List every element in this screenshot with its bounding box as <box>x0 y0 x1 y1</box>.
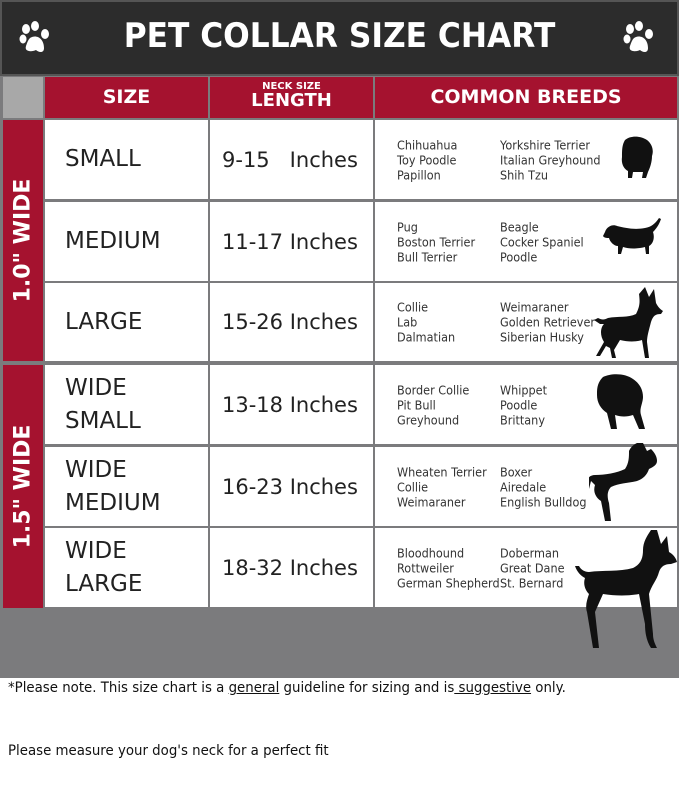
breeds-list-b: Whippet Poodle Brittany <box>500 382 547 427</box>
breed-name: Toy Poodle <box>397 152 457 167</box>
group-label-text: 1.5" WIDE <box>10 424 36 549</box>
group-label-1-5in: 1.5" WIDE <box>3 365 43 608</box>
breeds-list-b: Beagle Cocker Spaniel Poodle <box>500 219 584 264</box>
size-label-line: WIDE <box>65 537 127 564</box>
breed-name: Golden Retriever <box>500 314 596 330</box>
breed-name: Papillon <box>397 167 441 182</box>
breed-name: Boxer <box>500 464 533 479</box>
size-label-line: MEDIUM <box>65 489 161 516</box>
breed-name: Doberman <box>500 545 560 560</box>
breed-name: Brittany <box>500 412 545 427</box>
breed-name: Shih Tzu <box>500 167 549 182</box>
header-neck-size: NECK SIZE <box>262 81 321 92</box>
size-label-line: WIDE <box>65 456 127 483</box>
size-label-line: SMALL <box>65 407 141 434</box>
size-label-line: LARGE <box>65 570 143 597</box>
size-cell: WIDE LARGE <box>45 528 208 607</box>
size-cell: WIDE MEDIUM <box>45 447 208 526</box>
header-breeds: COMMON BREEDS <box>375 77 677 118</box>
paw-icon <box>623 21 653 52</box>
breeds-list-b: Boxer Airedale English Bulldog <box>500 464 586 509</box>
breeds-list-a: Pug Boston Terrier Bull Terrier <box>397 219 475 264</box>
breeds-list-b: Doberman Great Dane St. Bernard <box>500 545 565 590</box>
breed-name: Collie <box>397 479 429 494</box>
header-size: SIZE <box>45 77 208 118</box>
length-cell: 18-32 Inches <box>210 528 373 607</box>
size-cell: LARGE <box>45 283 208 361</box>
header-length: NECK SIZE LENGTH <box>210 77 373 118</box>
breed-name: Poodle <box>500 249 538 264</box>
length-cell: 9-15 Inches <box>210 120 373 199</box>
breed-name: Greyhound <box>397 412 460 427</box>
size-cell: SMALL <box>45 120 208 199</box>
breeds-cell: Chihuahua Toy Poodle Papillon Yorkshire Te… <box>375 120 677 199</box>
breeds-cell: Bloodhound Rottweiler German Shepherd Dobe… <box>375 528 677 648</box>
footnote-line-1: *Please note. This size chart is a gener… <box>8 678 566 699</box>
breeds-list-b: Weimaraner Golden Retriever Siberian Husky <box>500 300 595 345</box>
breed-name: Boston Terrier <box>397 234 476 249</box>
footnote-underlined: general <box>228 680 280 696</box>
size-chart: PET COLLAR SIZE CHART SIZE NECK SIZE LEN… <box>0 0 679 759</box>
breeds-list-b: Yorkshire Terrier Italian Greyhound Shih T… <box>500 137 601 182</box>
breed-name: English Bulldog <box>500 494 587 509</box>
footnote-text: guideline for sizing and is <box>279 680 455 696</box>
breed-name: Collie <box>397 299 429 315</box>
size-label-line: LARGE <box>65 308 143 335</box>
breeds-list-a: Wheaten Terrier Collie Weimaraner <box>397 464 487 509</box>
size-label-line: WIDE <box>65 374 127 401</box>
footnote-underlined: suggestive <box>454 680 532 696</box>
breed-name: St. Bernard <box>500 575 564 590</box>
size-label-line: SMALL <box>65 146 141 172</box>
group-label-1in: 1.0" WIDE <box>3 120 43 361</box>
breed-name: Weimaraner <box>500 299 569 315</box>
breeds-list-a: Collie Lab Dalmatian <box>397 300 455 345</box>
size-label-line: MEDIUM <box>65 228 161 254</box>
breed-name: Chihuahua <box>397 137 458 152</box>
breed-name: Great Dane <box>500 560 565 575</box>
breed-name: Yorkshire Terrier <box>500 137 590 152</box>
breed-name: Rottweiler <box>397 560 454 575</box>
breed-name: Italian Greyhound <box>500 152 601 167</box>
breeds-cell: Pug Boston Terrier Bull Terrier Beagle Cock… <box>375 202 677 281</box>
length-cell: 16-23 Inches <box>210 447 373 526</box>
breed-name: Weimaraner <box>397 494 466 509</box>
breed-name: Poodle <box>500 397 538 412</box>
breed-name: Wheaten Terrier <box>397 464 487 479</box>
breed-name: Pug <box>397 219 418 234</box>
breed-name: Border Collie <box>397 382 470 397</box>
breeds-cell: Collie Lab Dalmatian Weimaraner Golden Retr… <box>375 283 677 361</box>
breeds-list-a: Bloodhound Rottweiler German Shepherd <box>397 545 500 590</box>
breed-name: Dalmatian <box>397 329 456 345</box>
size-cell: MEDIUM <box>45 202 208 281</box>
title-bar: PET COLLAR SIZE CHART <box>0 0 679 76</box>
footnote-text: only. <box>531 680 566 696</box>
footnote-line-2: Please measure your dog's neck for a per… <box>8 743 329 759</box>
breed-name: Beagle <box>500 219 539 234</box>
breeds-list-a: Chihuahua Toy Poodle Papillon <box>397 137 457 182</box>
length-cell: 15-26 Inches <box>210 283 373 361</box>
breed-name: Cocker Spaniel <box>500 234 584 249</box>
breed-name: German Shepherd <box>397 575 500 590</box>
footnote: *Please note. This size chart is a gener… <box>8 636 566 804</box>
breed-name: Siberian Husky <box>500 329 584 345</box>
breed-name: Pit Bull <box>397 397 436 412</box>
length-cell: 11-17 Inches <box>210 202 373 281</box>
group-label-text: 1.0" WIDE <box>10 178 36 303</box>
breed-name: Whippet <box>500 382 547 397</box>
breed-name: Lab <box>397 314 418 330</box>
page-title: PET COLLAR SIZE CHART <box>123 16 556 56</box>
length-cell: 13-18 Inches <box>210 365 373 444</box>
breeds-list-a: Border Collie Pit Bull Greyhound <box>397 382 469 427</box>
breed-name: Bull Terrier <box>397 249 458 264</box>
breed-name: Airedale <box>500 479 547 494</box>
header-length-label: LENGTH <box>251 90 332 111</box>
breeds-cell: Border Collie Pit Bull Greyhound Whippet Po… <box>375 365 677 444</box>
footnote-text: *Please note. This size chart is a <box>8 680 229 696</box>
corner-cell <box>3 77 43 118</box>
paw-icon <box>19 21 49 52</box>
breeds-cell: Wheaten Terrier Collie Weimaraner Boxer Air… <box>375 443 677 526</box>
size-cell: WIDE SMALL <box>45 365 208 444</box>
breed-name: Bloodhound <box>397 545 465 560</box>
